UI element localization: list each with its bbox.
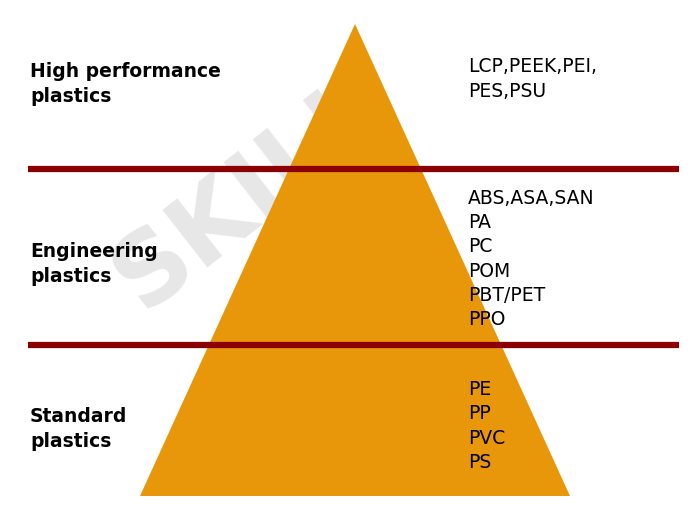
Text: SKILL: SKILL [97,59,403,329]
Text: PE
PP
PVC
PS: PE PP PVC PS [468,380,505,472]
Text: ABS,ASA,SAN
PA
PC
POM
PBT/PET
PPO: ABS,ASA,SAN PA PC POM PBT/PET PPO [468,189,594,329]
Text: Standard
plastics: Standard plastics [30,408,127,451]
Text: LYN: LYN [199,213,420,415]
Text: LCP,PEEK,PEI,
PES,PSU: LCP,PEEK,PEI, PES,PSU [468,58,597,101]
Text: High performance
plastics: High performance plastics [30,62,221,105]
Polygon shape [140,24,570,496]
Text: Engineering
plastics: Engineering plastics [30,243,158,286]
